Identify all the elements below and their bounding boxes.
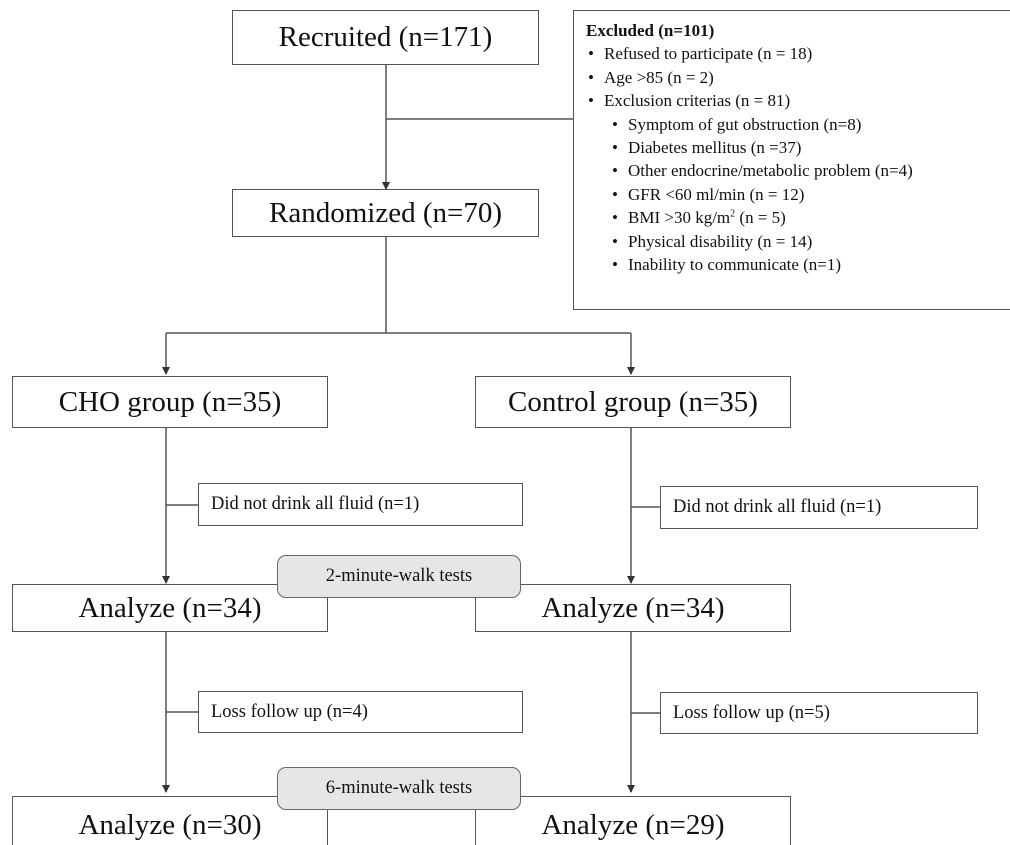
criterion-gut-obstruction: Symptom of gut obstruction (n=8) [586, 113, 1010, 137]
control-group-box: Control group (n=35) [475, 376, 791, 428]
excluded-reason-criteria: Exclusion criterias (n = 81) [586, 89, 1010, 113]
cho-analyze-2-box: Analyze (n=30) [12, 796, 328, 845]
two-minute-walk-tests-label-box: 2-minute-walk tests [277, 555, 521, 598]
control-did-not-drink-box: Did not drink all fluid (n=1) [660, 486, 978, 529]
criterion-diabetes: Diabetes mellitus (n =37) [586, 136, 1010, 160]
randomized-box: Randomized (n=70) [232, 189, 539, 237]
cho-group-label: CHO group (n=35) [58, 385, 282, 418]
cho-analyze-2-label: Analyze (n=30) [78, 809, 262, 841]
cho-loss-follow-up-label: Loss follow up (n=4) [211, 701, 368, 722]
control-analyze-1-box: Analyze (n=34) [475, 584, 791, 632]
criterion-communication: Inability to communicate (n=1) [586, 253, 1010, 277]
control-loss-follow-up-label: Loss follow up (n=5) [673, 702, 830, 723]
control-analyze-2-label: Analyze (n=29) [541, 809, 725, 841]
two-minute-walk-tests-label: 2-minute-walk tests [325, 566, 473, 586]
excluded-reason-refused: Refused to participate (n = 18) [586, 42, 1010, 66]
cho-did-not-drink-box: Did not drink all fluid (n=1) [198, 483, 523, 526]
cho-analyze-1-label: Analyze (n=34) [78, 591, 262, 624]
recruited-label: Recruited (n=171) [278, 21, 493, 53]
criterion-endocrine: Other endocrine/metabolic problem (n=4) [586, 159, 1010, 183]
recruited-box: Recruited (n=171) [232, 10, 539, 65]
six-minute-walk-tests-label-box: 6-minute-walk tests [277, 767, 521, 810]
excluded-box: Excluded (n=101) Refused to participate … [573, 10, 1010, 310]
control-analyze-2-box: Analyze (n=29) [475, 796, 791, 845]
cho-did-not-drink-label: Did not drink all fluid (n=1) [211, 494, 420, 514]
control-analyze-1-label: Analyze (n=34) [541, 591, 725, 624]
criterion-bmi-superscript: 2 [730, 208, 736, 220]
criterion-bmi-text: BMI >30 kg/m [628, 208, 731, 228]
cho-analyze-1-box: Analyze (n=34) [12, 584, 328, 632]
control-did-not-drink-label: Did not drink all fluid (n=1) [673, 497, 882, 517]
excluded-reasons-list: Refused to participate (n = 18) Age >85 … [586, 42, 1010, 276]
cho-loss-follow-up-box: Loss follow up (n=4) [198, 691, 523, 733]
randomized-label: Randomized (n=70) [269, 196, 502, 229]
criterion-physical-disability: Physical disability (n = 14) [586, 230, 1010, 254]
six-minute-walk-tests-label: 6-minute-walk tests [325, 778, 473, 798]
criterion-gfr: GFR <60 ml/min (n = 12) [586, 183, 1010, 207]
control-loss-follow-up-box: Loss follow up (n=5) [660, 692, 978, 734]
cho-group-box: CHO group (n=35) [12, 376, 328, 428]
control-group-label: Control group (n=35) [508, 385, 758, 418]
excluded-reason-age: Age >85 (n = 2) [586, 66, 1010, 90]
excluded-title: Excluded (n=101) [586, 21, 715, 40]
criterion-bmi-count: (n = 5) [735, 208, 786, 228]
criterion-bmi: BMI >30 kg/m2 (n = 5) [586, 206, 1010, 230]
